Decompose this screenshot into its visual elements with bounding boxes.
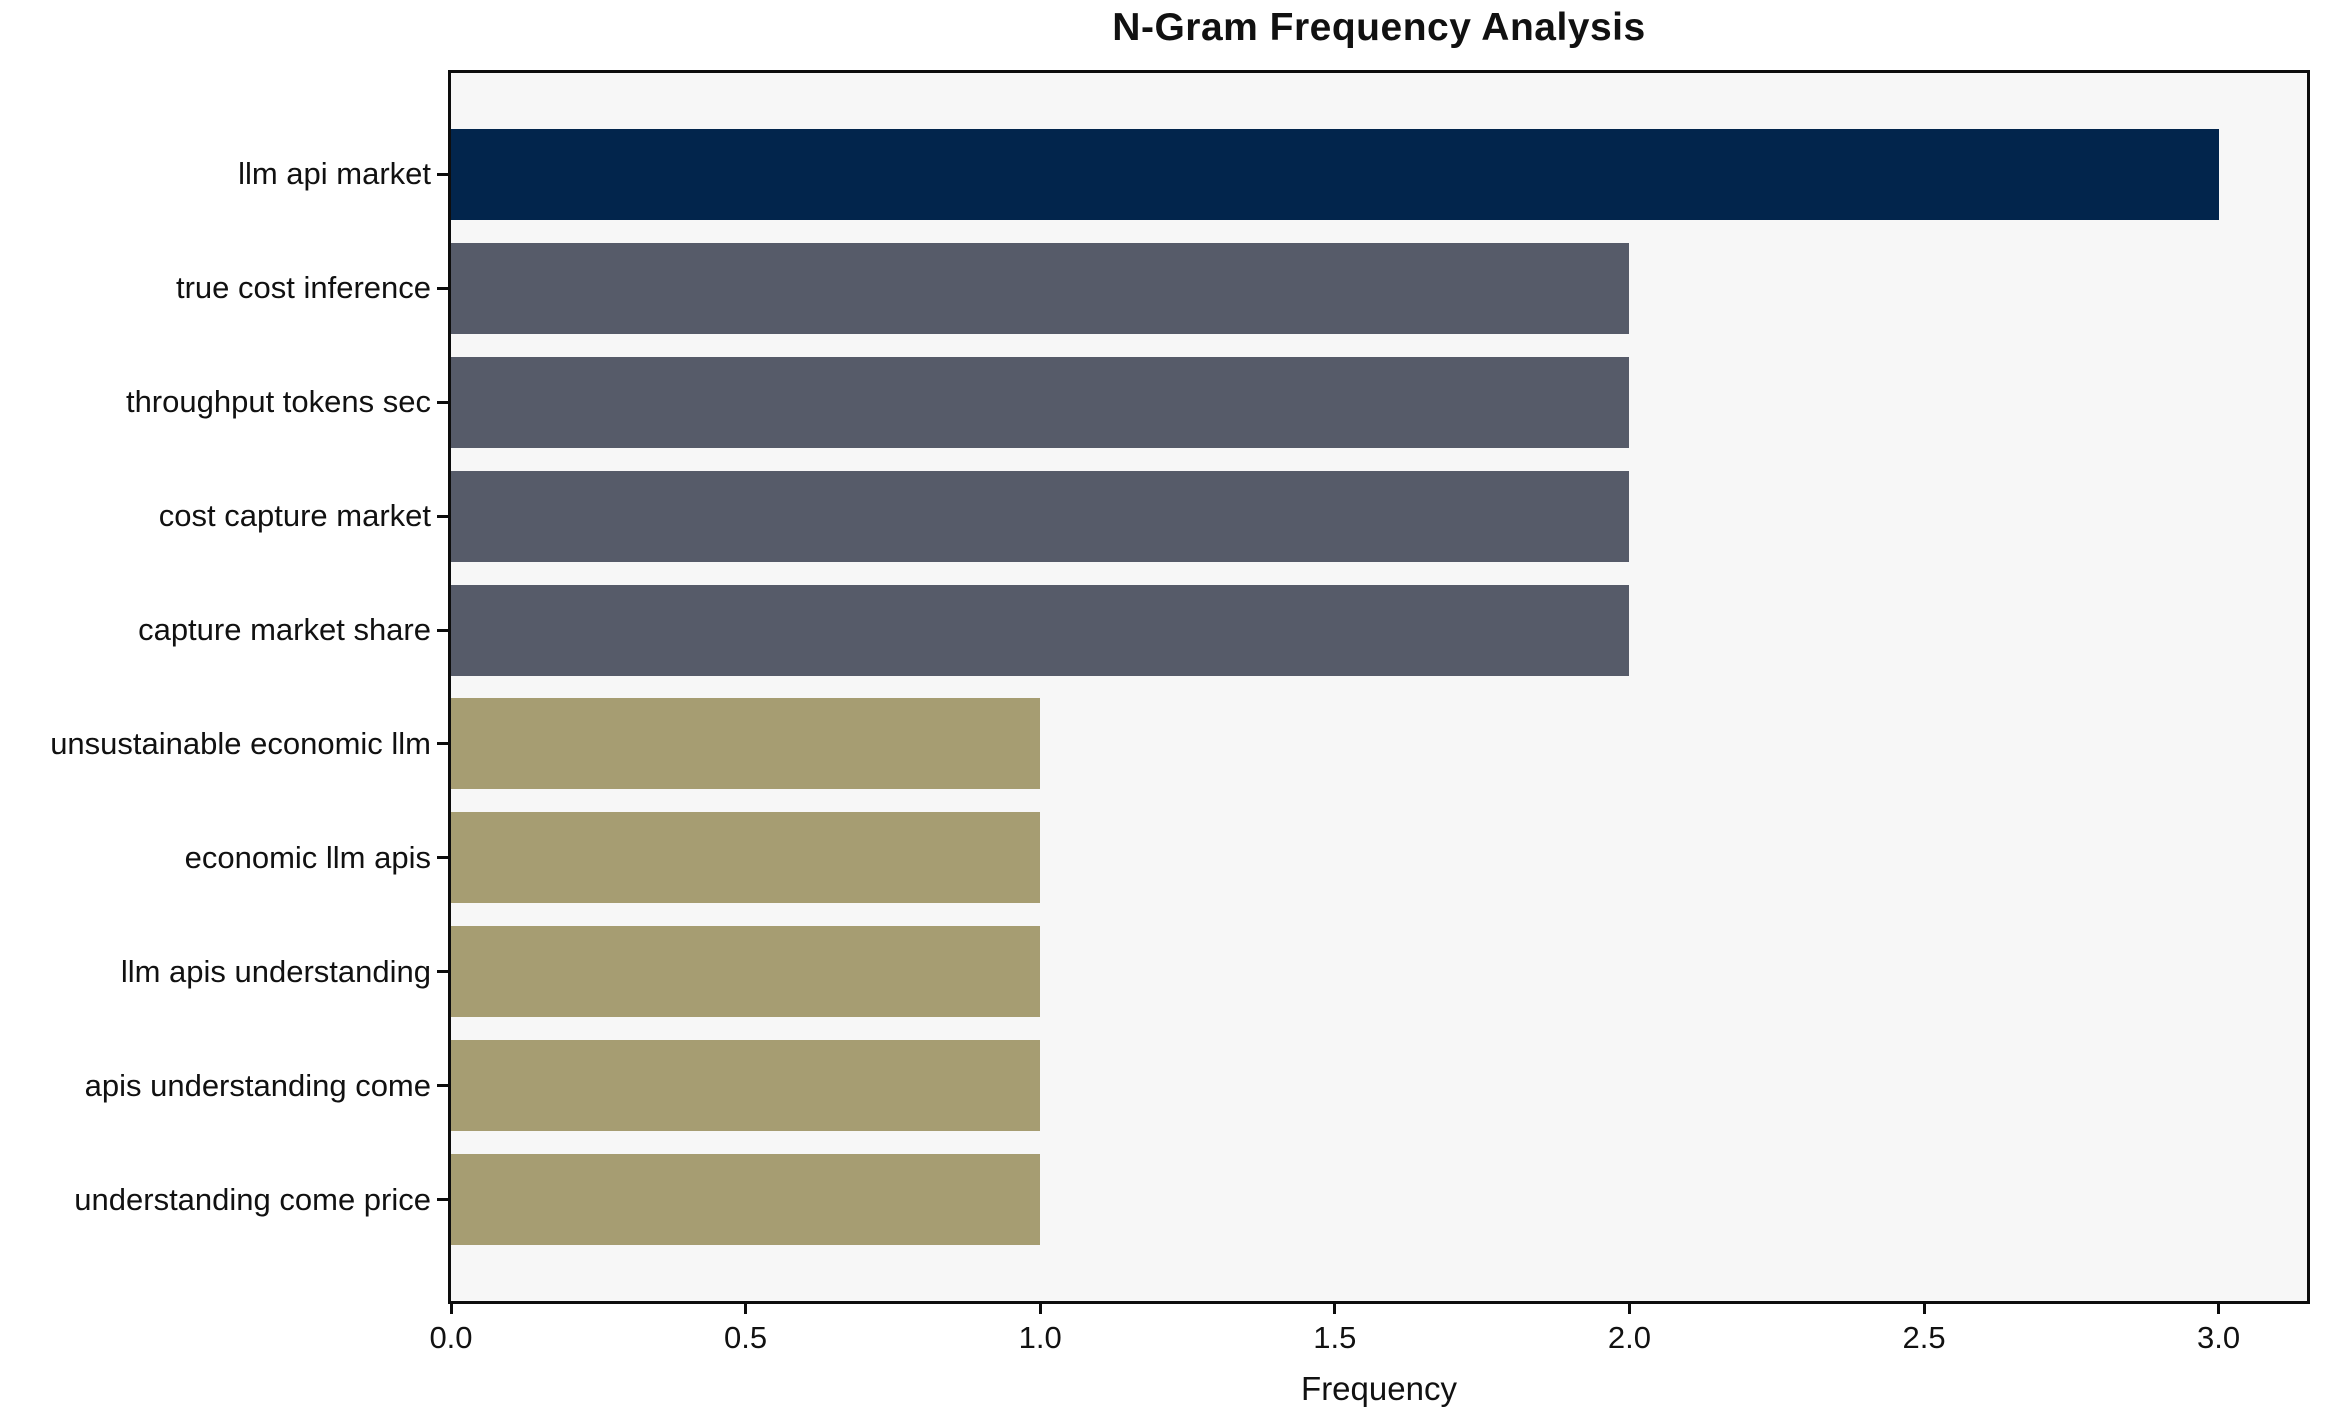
bar (451, 1154, 1041, 1246)
y-tick-mark (437, 1198, 448, 1202)
x-tick-label: 1.0 (1018, 1320, 1062, 1355)
y-tick-label: understanding come price (74, 1181, 431, 1217)
x-tick-mark (744, 1304, 748, 1314)
y-tick-mark (437, 172, 448, 176)
y-tick-mark (437, 400, 448, 404)
bar (451, 242, 1630, 334)
bar (451, 470, 1630, 562)
x-tick-label: 1.5 (1313, 1320, 1357, 1355)
y-tick-label: capture market share (138, 612, 431, 648)
x-tick-label: 2.5 (1902, 1320, 1946, 1355)
bar (451, 812, 1041, 904)
x-tick-mark (1333, 1304, 1337, 1314)
x-tick-label: 0.5 (724, 1320, 768, 1355)
x-tick-mark (2217, 1304, 2221, 1314)
x-axis-label: Frequency (1301, 1370, 1457, 1407)
y-tick-mark (437, 286, 448, 290)
y-tick-mark (437, 856, 448, 860)
bar (451, 698, 1041, 790)
y-tick-mark (437, 514, 448, 518)
bar (451, 926, 1041, 1018)
y-tick-label: economic llm apis (184, 839, 431, 875)
bar (451, 584, 1630, 676)
y-tick-label: llm apis understanding (120, 953, 431, 989)
x-tick-label: 0.0 (429, 1320, 473, 1355)
y-tick-mark (437, 1084, 448, 1088)
x-tick-mark (1038, 1304, 1042, 1314)
y-tick-label: unsustainable economic llm (50, 725, 431, 761)
bar (451, 128, 2219, 220)
chart-title: N-Gram Frequency Analysis (1112, 6, 1646, 49)
bar (451, 1040, 1041, 1132)
x-tick-mark (1627, 1304, 1631, 1314)
y-tick-mark (437, 970, 448, 974)
y-tick-label: throughput tokens sec (125, 384, 431, 420)
plot-area (448, 70, 2310, 1304)
y-tick-label: true cost inference (175, 270, 431, 306)
y-tick-label: llm api market (238, 156, 431, 192)
x-tick-label: 3.0 (2197, 1320, 2241, 1355)
y-tick-mark (437, 742, 448, 746)
y-tick-label: cost capture market (158, 498, 431, 534)
y-tick-label: apis understanding come (84, 1067, 431, 1103)
x-tick-label: 2.0 (1607, 1320, 1651, 1355)
x-tick-mark (1922, 1304, 1926, 1314)
y-tick-mark (437, 628, 448, 632)
x-tick-mark (449, 1304, 453, 1314)
bar (451, 356, 1630, 448)
